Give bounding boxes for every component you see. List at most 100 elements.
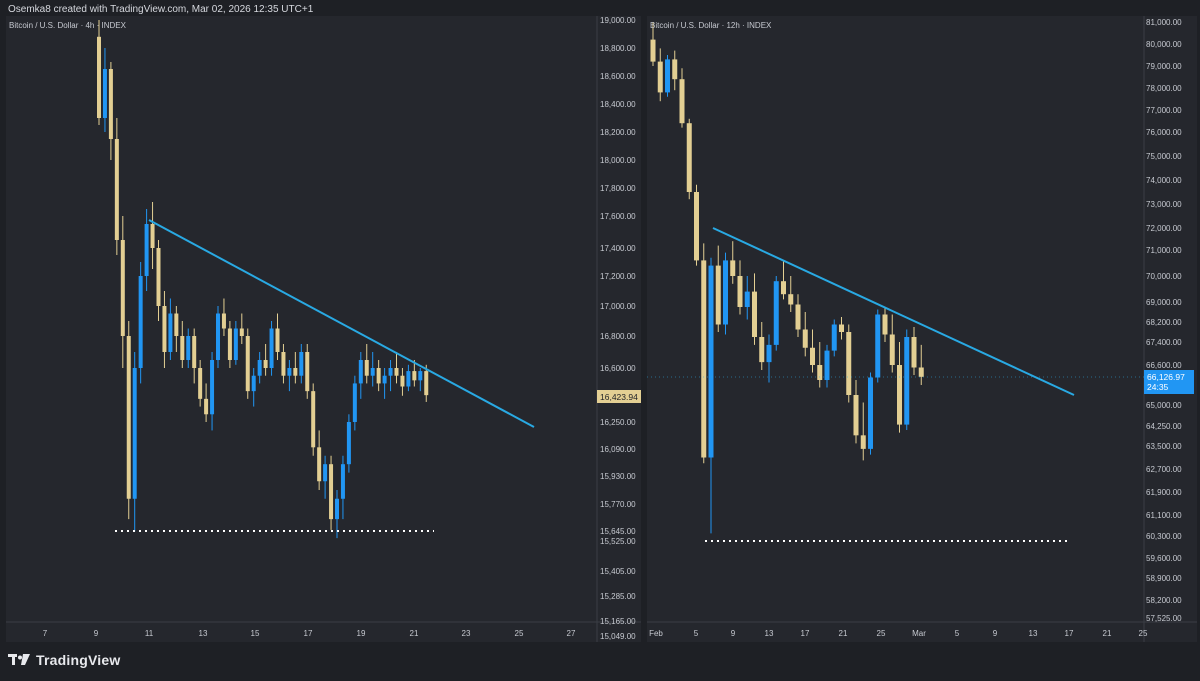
candle-body — [766, 344, 772, 363]
y-tick-label: 79,000.00 — [1146, 62, 1182, 71]
candle-body — [686, 123, 692, 192]
x-tick-label: 13 — [1029, 629, 1038, 638]
x-tick-label: 13 — [765, 629, 774, 638]
candle-body — [227, 328, 232, 360]
candle — [216, 306, 220, 368]
candle — [162, 291, 167, 368]
trendline[interactable] — [712, 227, 1075, 396]
candle-body — [281, 352, 286, 376]
candle-body — [781, 281, 786, 295]
candle — [364, 344, 369, 384]
candle — [323, 455, 328, 499]
countdown-label: 24:35 — [1147, 382, 1169, 392]
candle-body — [382, 375, 387, 384]
y-tick-label: 70,000.00 — [1146, 272, 1182, 281]
candle — [918, 344, 924, 385]
candle — [752, 273, 757, 345]
candle — [370, 352, 375, 387]
y-tick-label: 76,000.00 — [1146, 128, 1182, 137]
y-tick-label: 16,250.00 — [600, 418, 636, 427]
y-tick-label: 68,200.00 — [1146, 318, 1182, 327]
candle — [108, 62, 113, 160]
x-tick-label: 15 — [251, 629, 260, 638]
candle — [394, 352, 399, 384]
candle-body — [370, 368, 375, 376]
y-tick-label: 78,000.00 — [1146, 84, 1182, 93]
candle-body — [911, 337, 917, 368]
candle — [358, 352, 363, 399]
candle — [759, 322, 765, 370]
last-price-marker: 16,423.94 — [597, 390, 641, 403]
candle-body — [400, 375, 405, 387]
candle-body — [216, 313, 220, 360]
tradingview-footer: TradingView — [8, 652, 120, 668]
candle — [657, 48, 663, 102]
candle — [810, 329, 815, 373]
candle-body — [904, 337, 910, 425]
x-tick-label: 25 — [1139, 629, 1148, 638]
candle-body — [317, 447, 322, 482]
candle-body — [287, 368, 292, 376]
candle — [97, 20, 101, 125]
candle — [114, 118, 119, 255]
chart-pane-4h[interactable]: 19,000.00 18,800.00 18,600.00 18,400.00 18,2… — [6, 16, 641, 642]
candle-body — [233, 328, 238, 360]
candle-body — [358, 360, 363, 384]
x-tick-label: 17 — [801, 629, 810, 638]
y-tick-label: 72,000.00 — [1146, 224, 1182, 233]
x-tick-label: 21 — [410, 629, 419, 638]
y-tick-label: 81,000.00 — [1146, 18, 1182, 27]
x-tick-label: Mar — [912, 629, 926, 638]
x-tick-label: 25 — [877, 629, 886, 638]
candle-body — [364, 360, 369, 376]
y-tick-label: 77,000.00 — [1146, 106, 1182, 115]
y-tick-label: 57,525.00 — [1146, 614, 1182, 623]
chart-svg-12h[interactable]: 81,000.00 80,000.00 79,000.00 78,000.00 77,0… — [647, 16, 1197, 642]
candle-body — [824, 350, 830, 380]
y-tick-label: 15,165.00 — [600, 617, 636, 626]
x-tick-label: 17 — [1065, 629, 1074, 638]
candle — [388, 360, 393, 392]
candle-body — [275, 328, 280, 352]
candle — [781, 260, 786, 300]
candle — [239, 313, 244, 344]
candle-body — [418, 371, 423, 381]
tradingview-brand: TradingView — [36, 652, 121, 668]
candle-body — [846, 332, 852, 395]
candle — [299, 344, 304, 384]
candle-body — [875, 314, 881, 378]
candle — [701, 243, 707, 464]
candle-body — [802, 329, 808, 348]
y-tick-label: 17,800.00 — [600, 184, 636, 193]
y-tick-label: 67,400.00 — [1146, 338, 1182, 347]
x-tick-label: 5 — [955, 629, 960, 638]
candle — [198, 360, 203, 407]
candle — [723, 252, 728, 335]
candle — [293, 352, 298, 384]
candle-body — [269, 328, 274, 368]
x-tick-label: 25 — [515, 629, 524, 638]
pane-title-4h: Bitcoin / U.S. Dollar · 4h · INDEX — [9, 21, 126, 30]
y-tick-label: 18,200.00 — [600, 128, 636, 137]
candle-body — [168, 313, 173, 352]
y-tick-label: 16,600.00 — [600, 364, 636, 373]
candle — [287, 360, 292, 392]
candle — [672, 50, 678, 91]
candle-body — [144, 224, 149, 276]
chart-pane-12h[interactable]: 81,000.00 80,000.00 79,000.00 78,000.00 77,0… — [647, 16, 1197, 642]
candle — [382, 368, 387, 399]
candle-body — [257, 360, 262, 376]
candle — [824, 344, 830, 388]
y-tick-label: 60,300.00 — [1146, 532, 1182, 541]
y-tick-label: 15,525.00 — [600, 537, 636, 546]
candle — [180, 321, 185, 368]
candle-body — [305, 352, 310, 392]
chart-svg-4h[interactable]: 19,000.00 18,800.00 18,600.00 18,400.00 18,2… — [6, 16, 641, 642]
candle-body — [97, 36, 101, 118]
y-tick-label: 59,600.00 — [1146, 554, 1182, 563]
trendline[interactable] — [148, 219, 535, 428]
candle — [281, 344, 286, 384]
candle-body — [918, 367, 924, 377]
candle-body — [329, 464, 334, 520]
candle-body — [156, 248, 161, 306]
